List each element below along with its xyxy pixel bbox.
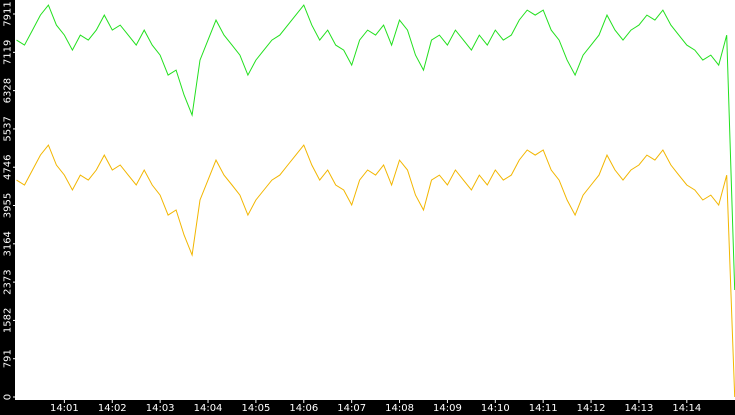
- y-tick-label: 7119: [3, 40, 14, 65]
- y-tick-label: 0: [3, 394, 14, 400]
- x-tick-label: 14:06: [289, 403, 318, 414]
- y-tick-label: 4746: [3, 154, 14, 179]
- y-tick-label: 6328: [3, 78, 14, 103]
- series-line: [16, 4, 735, 291]
- series-line: [16, 144, 735, 398]
- x-tick-label: 14:03: [146, 403, 175, 414]
- x-axis-strip: [0, 400, 735, 415]
- x-tick-label: 14:11: [529, 403, 558, 414]
- y-tick-label: 791: [3, 349, 14, 368]
- x-tick-label: 14:10: [481, 403, 510, 414]
- y-axis-strip: [0, 0, 15, 415]
- y-tick-label: 3955: [3, 193, 14, 218]
- y-tick-label: 1582: [3, 308, 14, 333]
- x-tick-label: 14:08: [385, 403, 414, 414]
- y-tick-label: 7911: [3, 1, 14, 26]
- y-tick-label: 5537: [3, 116, 14, 141]
- y-tick-label: 3164: [3, 231, 14, 256]
- y-tick-label: 2373: [3, 269, 14, 294]
- x-tick-label: 14:13: [625, 403, 654, 414]
- x-tick-label: 14:14: [672, 403, 701, 414]
- x-tick-label: 14:02: [98, 403, 127, 414]
- x-tick-label: 14:01: [50, 403, 79, 414]
- x-tick-label: 14:12: [577, 403, 606, 414]
- x-tick-label: 14:09: [433, 403, 462, 414]
- x-tick-label: 14:07: [337, 403, 366, 414]
- x-tick-label: 14:04: [194, 403, 223, 414]
- x-tick-label: 14:05: [241, 403, 270, 414]
